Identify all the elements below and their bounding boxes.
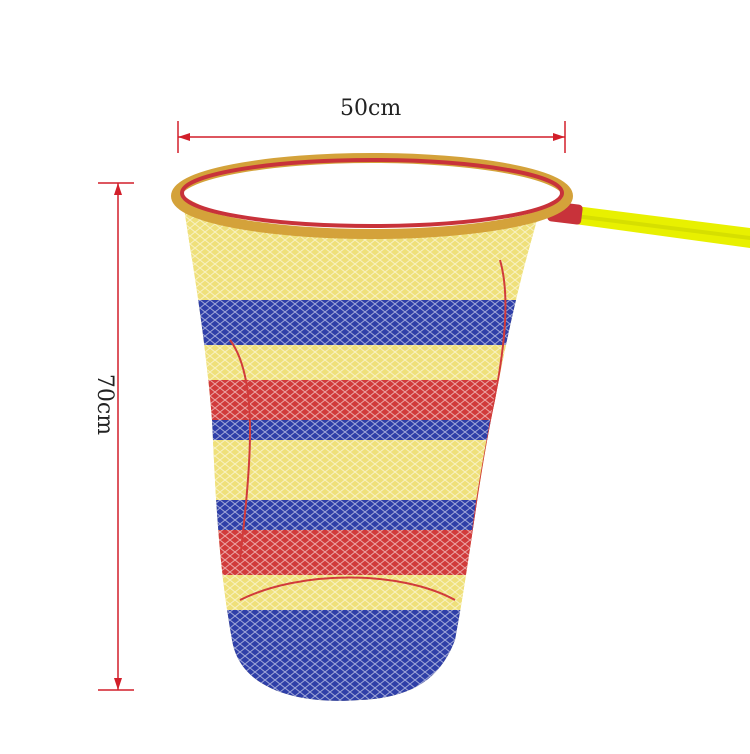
net-mesh-bag <box>182 195 540 701</box>
width-dimension-line <box>177 121 566 153</box>
height-label: 70cm <box>92 373 118 436</box>
width-label: 50cm <box>340 96 402 121</box>
net-rim <box>171 153 573 239</box>
height-dimension-line <box>98 182 134 691</box>
net-handle <box>547 201 750 248</box>
